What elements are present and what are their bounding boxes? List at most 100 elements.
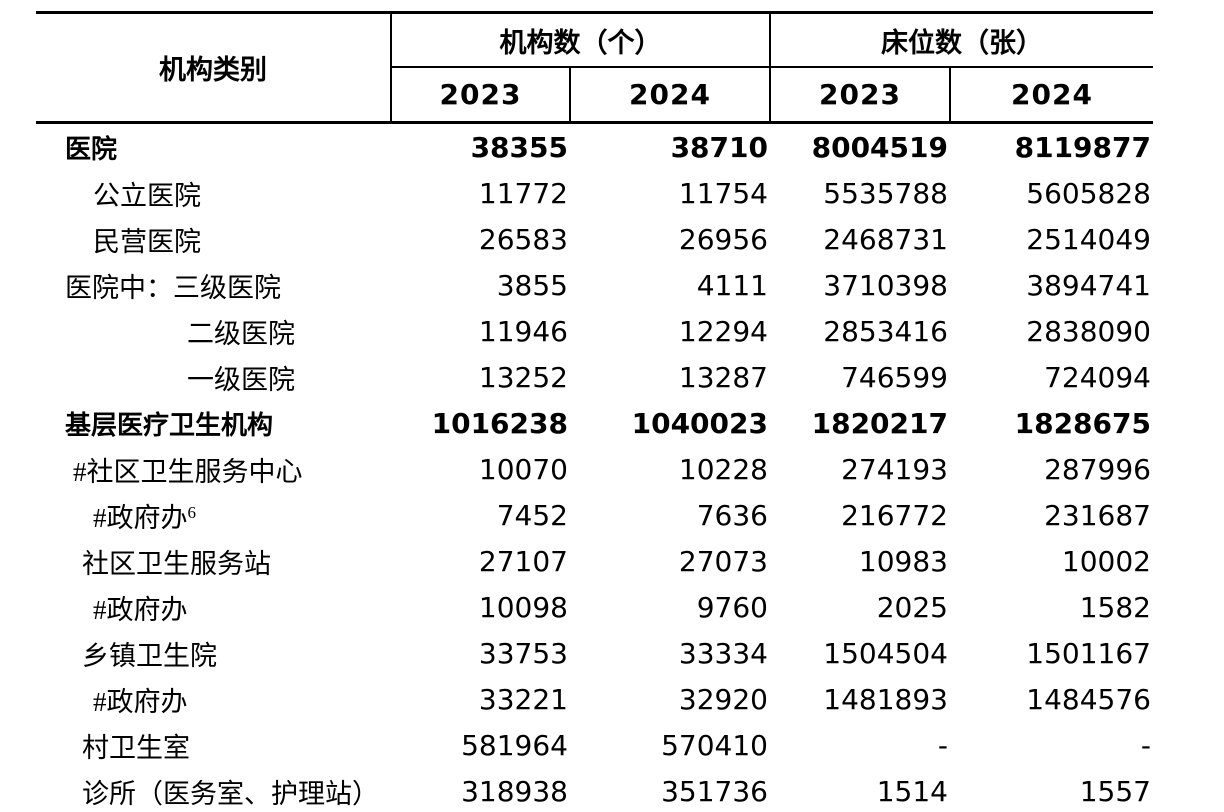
cell-inst-2024: 9760	[696, 590, 768, 624]
cell-inst-2023: 7452	[496, 498, 568, 532]
cell-beds-2023: 274193	[841, 452, 948, 486]
footnote-marker: 6	[187, 502, 197, 522]
cell-beds-2024: 2838090	[1026, 314, 1151, 348]
row-label: #政府办	[93, 594, 188, 625]
table-row: #政府办 33221 32920 1481893 1484576	[36, 676, 1153, 722]
cell-beds-2023: 746599	[841, 360, 948, 394]
cell-beds-2023: 2853416	[823, 314, 948, 348]
row-label: 医院	[65, 134, 118, 165]
cell-inst-2024: 33334	[678, 636, 768, 670]
cell-beds-2023: -	[937, 728, 948, 762]
row-label: #政府办	[93, 686, 188, 717]
header-category: 机构类别	[36, 12, 392, 124]
row-label: 公立医院	[93, 180, 201, 211]
cell-inst-2023: 318938	[461, 774, 568, 808]
cell-inst-2024: 7636	[696, 498, 768, 532]
cell-beds-2024: 1484576	[1026, 682, 1151, 716]
cell-inst-2024: 570410	[661, 728, 768, 762]
cell-inst-2023: 26583	[478, 222, 568, 256]
cell-inst-2024: 32920	[678, 682, 768, 716]
table-row: #社区卫生服务中心 10070 10228 274193 287996	[36, 446, 1153, 492]
table-row: 二级医院 11946 12294 2853416 2838090	[36, 308, 1153, 354]
table-row: 基层医疗卫生机构 1016238 1040023 1820217 1828675	[36, 400, 1153, 446]
cell-beds-2023: 2468731	[823, 222, 948, 256]
cell-beds-2024: -	[1140, 728, 1151, 762]
cell-inst-2024: 12294	[678, 314, 768, 348]
table-row: #政府办 10098 9760 2025 1582	[36, 584, 1153, 630]
cell-beds-2024: 5605828	[1026, 176, 1151, 210]
cell-beds-2023: 1504504	[823, 636, 948, 670]
table-header: 机构类别 机构数（个） 床位数（张） 2023 2024 2023 2024	[36, 12, 1153, 124]
cell-beds-2024: 1557	[1079, 774, 1151, 808]
cell-inst-2023: 581964	[461, 728, 568, 762]
cell-beds-2023: 5535788	[823, 176, 948, 210]
table-row: 村卫生室 581964 570410 - -	[36, 722, 1153, 768]
cell-inst-2023: 33753	[478, 636, 568, 670]
row-label: 诊所（医务室、护理站）	[82, 778, 379, 809]
header-beds-year-2023: 2023	[769, 67, 950, 124]
row-label: 医院中：三级医院	[65, 272, 281, 303]
cell-inst-2024: 11754	[678, 176, 768, 210]
table-row: 公立医院 11772 11754 5535788 5605828	[36, 170, 1153, 216]
cell-inst-2023: 11772	[478, 176, 568, 210]
table-body: 医院 38355 38710 8004519 8119877 公立医院 11772 11754…	[36, 123, 1153, 812]
header-inst-year-2024: 2024	[569, 67, 770, 124]
cell-beds-2023: 8004519	[811, 130, 948, 164]
cell-inst-2024: 4111	[696, 268, 768, 302]
cell-beds-2024: 1501167	[1026, 636, 1151, 670]
header-group-institutions: 机构数（个）	[391, 12, 771, 68]
cell-beds-2023: 2025	[876, 590, 948, 624]
row-label: 乡镇卫生院	[82, 640, 217, 671]
table-row: 医院 38355 38710 8004519 8119877	[36, 123, 1153, 171]
table-row: 医院中：三级医院 3855 4111 3710398 3894741	[36, 262, 1153, 308]
table-row: 乡镇卫生院 33753 33334 1504504 1501167	[36, 630, 1153, 676]
table-row: 一级医院 13252 13287 746599 724094	[36, 354, 1153, 400]
cell-inst-2024: 1040023	[631, 406, 768, 440]
header-inst-year-2023: 2023	[391, 67, 570, 124]
cell-beds-2024: 287996	[1044, 452, 1151, 486]
cell-beds-2023: 1481893	[823, 682, 948, 716]
cell-inst-2023: 11946	[478, 314, 568, 348]
cell-beds-2023: 1820217	[811, 406, 948, 440]
cell-beds-2024: 10002	[1061, 544, 1151, 578]
cell-inst-2023: 27107	[478, 544, 568, 578]
table-row: 社区卫生服务站 27107 27073 10983 10002	[36, 538, 1153, 584]
cell-inst-2024: 26956	[678, 222, 768, 256]
cell-beds-2023: 216772	[841, 498, 948, 532]
cell-beds-2024: 1582	[1079, 590, 1151, 624]
cell-beds-2023: 1514	[876, 774, 948, 808]
cell-beds-2023: 10983	[858, 544, 948, 578]
cell-inst-2023: 1016238	[431, 406, 568, 440]
cell-inst-2024: 27073	[678, 544, 768, 578]
cell-beds-2024: 1828675	[1014, 406, 1151, 440]
cell-beds-2024: 231687	[1044, 498, 1151, 532]
cell-beds-2024: 2514049	[1026, 222, 1151, 256]
cell-inst-2023: 33221	[478, 682, 568, 716]
cell-inst-2024: 351736	[661, 774, 768, 808]
cell-inst-2024: 38710	[670, 130, 768, 164]
cell-inst-2024: 10228	[678, 452, 768, 486]
cell-beds-2023: 3710398	[823, 268, 948, 302]
cell-inst-2023: 10070	[478, 452, 568, 486]
row-label: 民营医院	[93, 226, 201, 257]
cell-inst-2023: 10098	[478, 590, 568, 624]
health-institutions-table: 机构类别 机构数（个） 床位数（张） 2023 2024 2023 2024 医…	[36, 11, 1153, 812]
cell-inst-2023: 13252	[478, 360, 568, 394]
row-label: 村卫生室	[82, 732, 190, 763]
table-row: 诊所（医务室、护理站） 318938 351736 1514 1557	[36, 768, 1153, 812]
header-group-beds: 床位数（张）	[770, 12, 1153, 68]
row-label: 二级医院	[187, 318, 295, 349]
row-label: 基层医疗卫生机构	[65, 410, 274, 441]
row-label: #政府办6	[93, 502, 197, 533]
cell-inst-2023: 3855	[496, 268, 568, 302]
table-row: 民营医院 26583 26956 2468731 2514049	[36, 216, 1153, 262]
row-label: #社区卫生服务中心	[73, 456, 303, 487]
row-label: 社区卫生服务站	[82, 548, 271, 579]
table-row: #政府办6 7452 7636 216772 231687	[36, 492, 1153, 538]
cell-beds-2024: 724094	[1044, 360, 1151, 394]
row-label: 一级医院	[187, 364, 295, 395]
cell-beds-2024: 8119877	[1014, 130, 1151, 164]
cell-inst-2024: 13287	[678, 360, 768, 394]
header-beds-year-2024: 2024	[949, 67, 1153, 124]
